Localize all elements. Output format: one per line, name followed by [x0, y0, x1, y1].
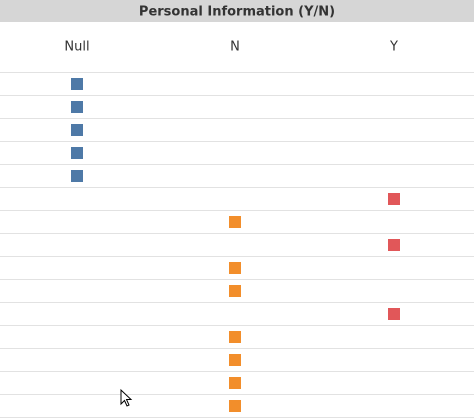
- column-header: Null: [64, 40, 89, 55]
- mark: [71, 147, 83, 159]
- mark: [71, 78, 83, 90]
- header-band: [0, 0, 474, 22]
- mark: [229, 354, 241, 366]
- mark: [71, 170, 83, 182]
- header-title: Personal Information (Y/N): [139, 5, 335, 20]
- mark: [229, 285, 241, 297]
- mark: [229, 331, 241, 343]
- mark: [229, 377, 241, 389]
- mark: [388, 308, 400, 320]
- mark: [229, 216, 241, 228]
- mouse-cursor: [120, 388, 133, 407]
- column-header: Y: [389, 40, 398, 55]
- column-header: N: [230, 40, 240, 55]
- mark: [388, 193, 400, 205]
- mark: [229, 262, 241, 274]
- mark: [71, 124, 83, 136]
- table: Null N Y: [0, 40, 474, 418]
- mark: [229, 400, 241, 412]
- mark: [388, 239, 400, 251]
- mark: [71, 101, 83, 113]
